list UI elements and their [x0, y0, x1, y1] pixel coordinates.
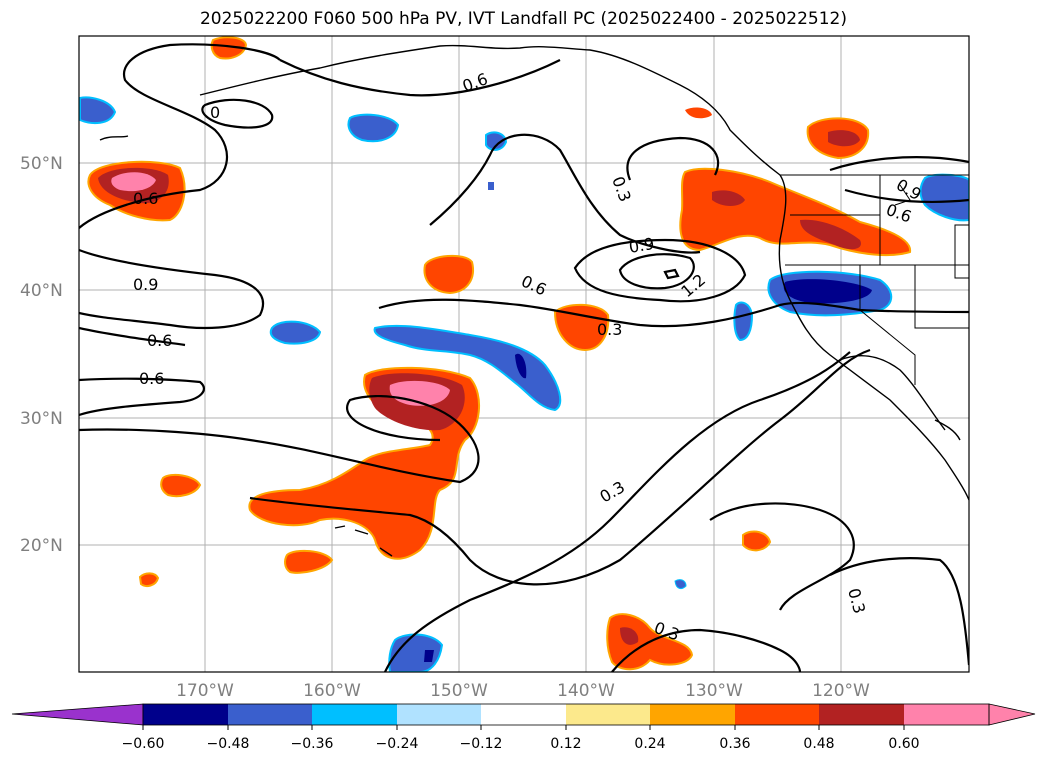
lon-label: 140°W	[557, 681, 615, 701]
map-title: 2025022200 F060 500 hPa PV, IVT Landfall…	[199, 9, 847, 29]
colorbar-segment	[228, 704, 312, 725]
colorbar-segment	[650, 704, 735, 725]
lat-label: 20°N	[20, 536, 63, 556]
coastlines	[99, 44, 969, 557]
colorbar: −0.60 −0.48 −0.36 −0.24 −0.12 0.12 0.24 …	[11, 703, 1036, 752]
lon-labels: 170°W 160°W 150°W 140°W 130°W 120°W	[176, 681, 870, 701]
colorbar-segment	[481, 704, 566, 725]
colorbar-extend-low	[11, 703, 144, 726]
colorbar-tick: −0.24	[376, 736, 419, 752]
colorbar-tick: 0.36	[719, 736, 750, 752]
lat-labels: 50°N 40°N 30°N 20°N	[20, 154, 63, 556]
contour-label: 0.6	[139, 369, 164, 388]
colorbar-segment	[819, 704, 904, 725]
colorbar-segment	[143, 704, 228, 725]
lat-label: 30°N	[20, 409, 63, 429]
colorbar-segment	[397, 704, 481, 725]
lon-label: 120°W	[812, 681, 870, 701]
contour-label: 0.3	[597, 320, 622, 339]
lon-label: 160°W	[303, 681, 361, 701]
lat-label: 50°N	[20, 154, 63, 174]
colorbar-tick: 0.60	[888, 736, 919, 752]
colorbar-tick: −0.48	[207, 736, 250, 752]
pv-negative-anomalies	[79, 96, 969, 672]
colorbar-segment	[566, 704, 650, 725]
contour-lines	[79, 43, 969, 672]
colorbar-tick: 0.48	[803, 736, 834, 752]
colorbar-tick: 0.12	[550, 736, 581, 752]
colorbar-tick: −0.60	[122, 736, 165, 752]
lon-label: 150°W	[430, 681, 488, 701]
colorbar-tick: −0.12	[460, 736, 503, 752]
colorbar-segment	[904, 704, 989, 725]
lat-label: 40°N	[20, 281, 63, 301]
colorbar-extend-high	[988, 703, 1036, 726]
colorbar-segment	[735, 704, 819, 725]
lon-label: 130°W	[685, 681, 743, 701]
contour-label: 0.9	[133, 275, 158, 294]
contour-label: 0.9	[627, 234, 655, 257]
contour-label: 0.6	[147, 331, 172, 350]
contour-label: 0.6	[133, 189, 158, 208]
state-borders	[780, 174, 969, 385]
colorbar-tick: 0.24	[634, 736, 665, 752]
map-frame	[78, 35, 970, 673]
contour-label: 0	[210, 103, 220, 122]
lon-label: 170°W	[176, 681, 234, 701]
colorbar-segment	[312, 704, 397, 725]
colorbar-tick: −0.36	[291, 736, 334, 752]
